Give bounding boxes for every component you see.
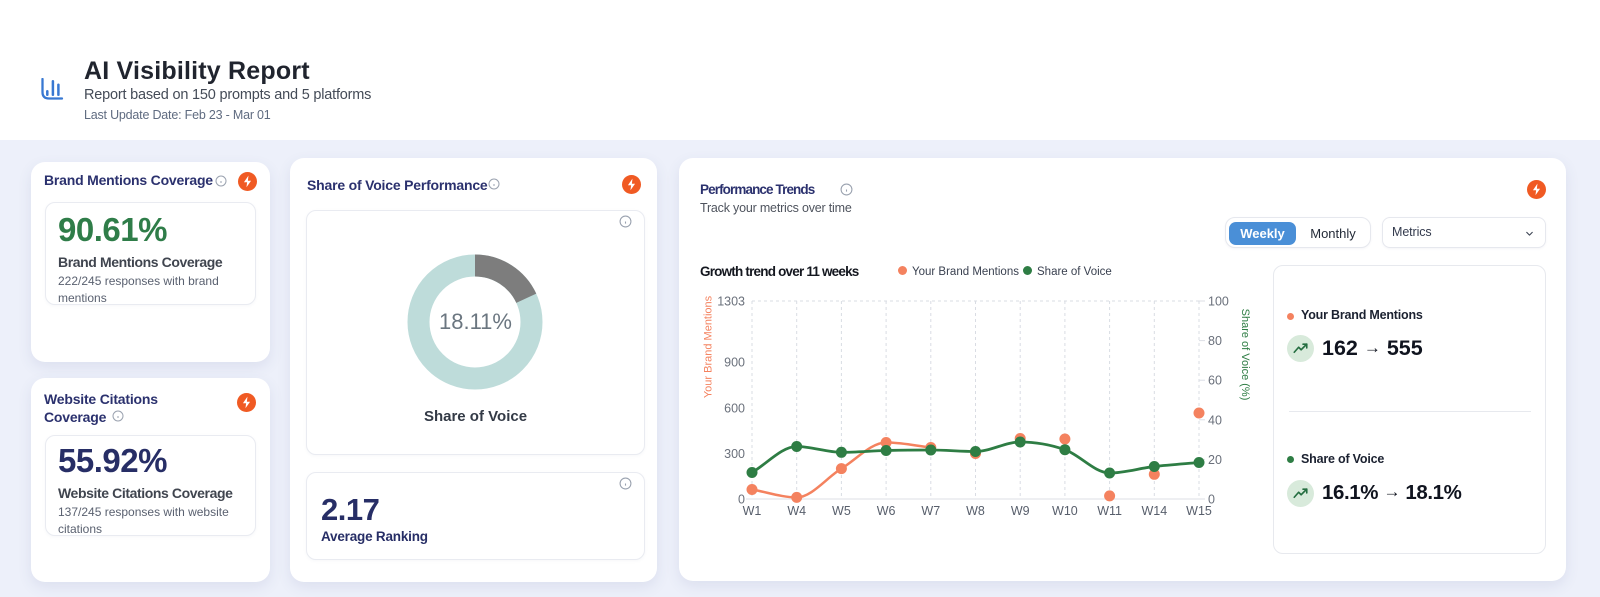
svg-text:40: 40 — [1208, 413, 1222, 427]
svg-text:W5: W5 — [832, 504, 851, 518]
svg-text:W4: W4 — [787, 504, 806, 518]
svg-text:W7: W7 — [921, 504, 940, 518]
svg-text:W14: W14 — [1141, 504, 1167, 518]
svg-text:20: 20 — [1208, 453, 1222, 467]
svg-text:W8: W8 — [966, 504, 985, 518]
svg-text:60: 60 — [1208, 374, 1222, 388]
svg-text:W9: W9 — [1011, 504, 1030, 518]
svg-text:W1: W1 — [743, 504, 762, 518]
svg-text:Your Brand Mentions: Your Brand Mentions — [703, 295, 715, 398]
svg-text:1303: 1303 — [717, 295, 745, 309]
svg-text:80: 80 — [1208, 334, 1222, 348]
svg-text:W6: W6 — [877, 504, 896, 518]
svg-text:100: 100 — [1208, 295, 1229, 309]
svg-text:0: 0 — [1208, 493, 1215, 507]
svg-text:W10: W10 — [1052, 504, 1078, 518]
svg-text:Share of Voice (%): Share of Voice (%) — [1239, 309, 1251, 401]
svg-text:W15: W15 — [1186, 504, 1212, 518]
svg-text:300: 300 — [724, 447, 745, 461]
svg-text:600: 600 — [724, 402, 745, 416]
svg-text:W11: W11 — [1097, 504, 1122, 518]
svg-text:900: 900 — [724, 356, 745, 370]
svg-text:0: 0 — [738, 493, 745, 507]
